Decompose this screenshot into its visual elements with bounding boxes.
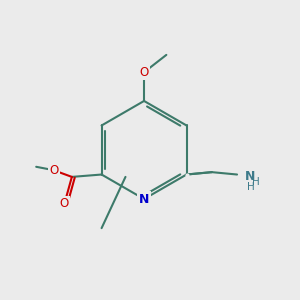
Text: O: O — [60, 197, 69, 210]
Text: N: N — [244, 169, 255, 182]
Text: O: O — [140, 66, 149, 79]
Text: H: H — [247, 182, 254, 192]
Text: H: H — [252, 177, 260, 187]
Text: N: N — [139, 193, 149, 206]
Text: O: O — [50, 164, 59, 177]
